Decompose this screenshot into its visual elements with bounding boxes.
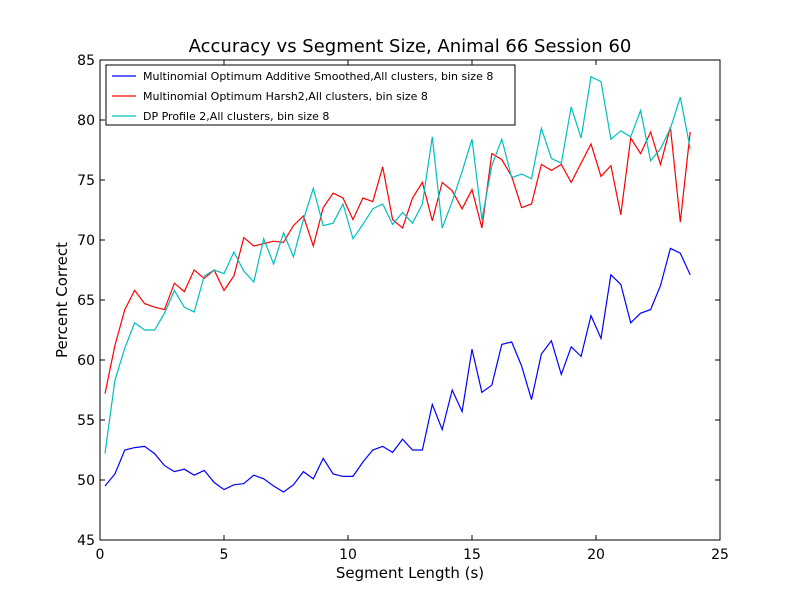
x-tick-label: 0 (96, 547, 105, 563)
legend-label-1: Multinomial Optimum Additive Smoothed,Al… (143, 70, 493, 83)
y-tick-label: 80 (77, 113, 95, 129)
y-tick-label: 45 (77, 533, 95, 549)
x-tick-label: 5 (220, 547, 229, 563)
y-tick-label: 65 (77, 293, 95, 309)
chart-title: Accuracy vs Segment Size, Animal 66 Sess… (189, 36, 632, 57)
legend-box (105, 64, 516, 126)
y-tick-label: 55 (77, 413, 95, 429)
series-line-3 (104, 75, 691, 454)
y-tick-label: 60 (77, 353, 95, 369)
axis-ticks: 0 5 10 15 20 25 45 50 55 60 65 70 75 80 85 (77, 53, 729, 563)
y-tick-label: 75 (77, 173, 95, 189)
y-tick-label: 85 (77, 53, 95, 69)
plot-frame (99, 59, 721, 541)
legend: Multinomial Optimum Additive Smoothed,Al… (105, 64, 516, 126)
legend-label-3: DP Profile 2,All clusters, bin size 8 (143, 110, 329, 123)
x-tick-label: 20 (587, 547, 605, 563)
x-axis-label: Segment Length (s) (336, 564, 484, 582)
y-tick-label: 50 (77, 473, 95, 489)
series-lines (104, 75, 691, 493)
x-tick-label: 10 (339, 547, 357, 563)
y-tick-label: 70 (77, 233, 95, 249)
x-tick-label: 15 (463, 547, 481, 563)
x-tick-label: 25 (711, 547, 729, 563)
series-line-1 (104, 247, 691, 493)
series-line-2 (104, 127, 691, 394)
legend-label-2: Multinomial Optimum Harsh2,All clusters,… (143, 90, 428, 103)
y-axis-label: Percent Correct (53, 242, 71, 358)
